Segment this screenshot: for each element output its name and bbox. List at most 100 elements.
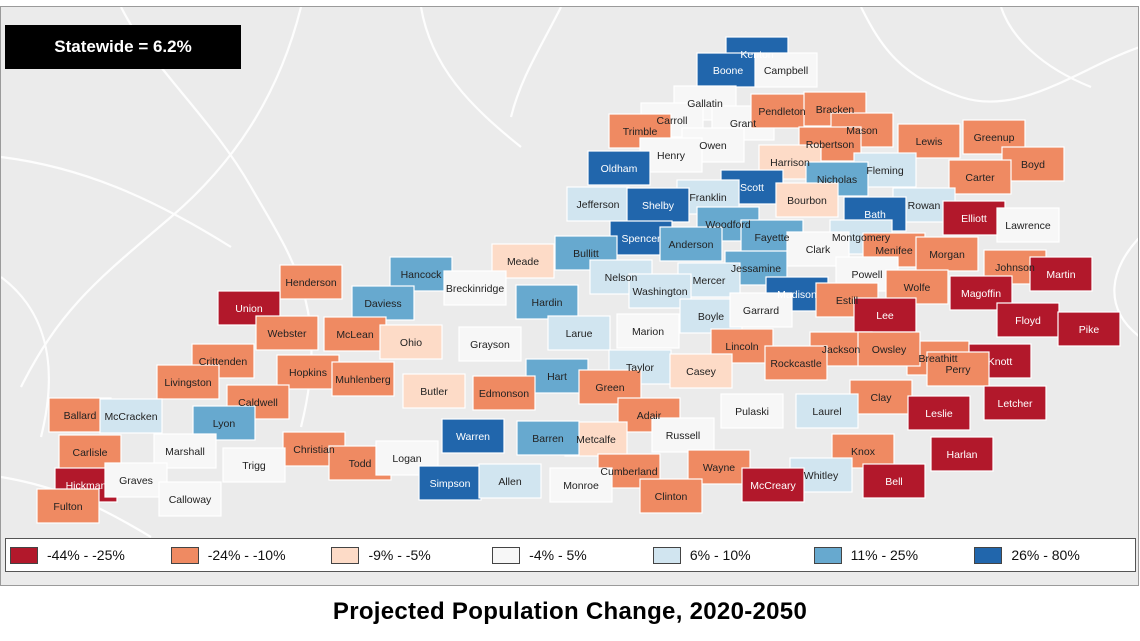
county-label-franklin: Franklin	[689, 192, 727, 204]
county-label-martin: Martin	[1046, 269, 1075, 281]
county-shape-mccreary	[741, 467, 805, 503]
legend-swatch	[10, 546, 38, 564]
county-label-fleming: Fleming	[866, 165, 904, 177]
county-label-green: Green	[595, 382, 624, 394]
county-shape-henderson	[279, 264, 343, 300]
county-shape-lawrence	[996, 207, 1060, 243]
legend: -44% - -25% -24% - -10% -9% - -5% -4% - 5% 6…	[5, 538, 1136, 572]
county-shape-shelby	[626, 187, 690, 223]
county-label-edmonson: Edmonson	[479, 388, 529, 400]
legend-label: -44% - -25%	[47, 547, 125, 563]
county-label-crittenden: Crittenden	[199, 356, 248, 368]
county-label-washington: Washington	[632, 286, 687, 298]
legend-item: 6% - 10%	[652, 546, 814, 564]
statewide-badge: Statewide = 6.2%	[5, 25, 241, 69]
county-label-daviess: Daviess	[364, 298, 401, 310]
county-label-barren: Barren	[532, 433, 564, 445]
county-label-nelson: Nelson	[605, 272, 638, 284]
county-shape-campbell	[754, 52, 818, 88]
county-label-leslie: Leslie	[925, 408, 953, 420]
county-shape-mclean	[323, 316, 387, 352]
county-label-owsley: Owsley	[872, 344, 907, 356]
legend-item: -9% - -5%	[331, 546, 492, 564]
map-title: Projected Population Change, 2020-2050	[332, 598, 808, 625]
county-label-jackson: Jackson	[822, 344, 861, 356]
county-label-scott: Scott	[740, 182, 764, 194]
county-shape-leslie	[907, 395, 971, 431]
county-label-estill: Estill	[836, 295, 858, 307]
county-label-livingston: Livingston	[164, 377, 211, 389]
county-label-fulton: Fulton	[53, 501, 82, 513]
county-label-caldwell: Caldwell	[238, 397, 278, 409]
county-label-adair: Adair	[637, 410, 662, 422]
county-label-taylor: Taylor	[626, 362, 655, 374]
county-label-casey: Casey	[686, 366, 717, 378]
county-label-lawrence: Lawrence	[1005, 220, 1051, 232]
county-shape-laurel	[795, 393, 859, 429]
county-label-pendleton: Pendleton	[758, 106, 805, 118]
county-label-mclean: McLean	[336, 329, 374, 341]
county-label-owen: Owen	[699, 140, 727, 152]
county-label-perry: Perry	[945, 364, 971, 376]
county-label-harrison: Harrison	[770, 157, 810, 169]
legend-label: -9% - -5%	[368, 547, 431, 563]
county-label-christian: Christian	[293, 444, 335, 456]
county-label-letcher: Letcher	[997, 398, 1033, 410]
legend-label: -4% - 5%	[529, 547, 587, 563]
legend-item: -44% - -25%	[10, 546, 171, 564]
county-label-powell: Powell	[852, 269, 883, 281]
county-label-allen: Allen	[498, 476, 522, 488]
county-label-mason: Mason	[846, 125, 878, 137]
county-shape-trigg	[222, 447, 286, 483]
county-label-todd: Todd	[349, 458, 372, 470]
county-label-robertson: Robertson	[806, 139, 855, 151]
county-shape-hart	[525, 358, 589, 394]
county-label-marion: Marion	[632, 326, 664, 338]
county-label-wolfe: Wolfe	[904, 282, 931, 294]
county-label-clinton: Clinton	[655, 491, 688, 503]
county-shape-floyd	[996, 302, 1060, 338]
county-label-menifee: Menifee	[875, 245, 913, 257]
county-label-webster: Webster	[268, 328, 307, 340]
county-label-elliott: Elliott	[961, 213, 987, 225]
legend-label: 11% - 25%	[850, 547, 919, 563]
county-label-lyon: Lyon	[213, 418, 236, 430]
county-shape-pike	[1057, 311, 1121, 347]
county-label-pulaski: Pulaski	[735, 406, 769, 418]
county-label-laurel: Laurel	[812, 406, 841, 418]
county-shape-pendleton	[750, 93, 814, 129]
county-label-union: Union	[235, 303, 263, 315]
county-label-henderson: Henderson	[285, 277, 337, 289]
county-shape-clark	[786, 231, 850, 267]
legend-swatch	[974, 546, 1003, 564]
county-label-graves: Graves	[119, 475, 153, 487]
county-label-wayne: Wayne	[703, 462, 735, 474]
county-label-rowan: Rowan	[908, 200, 941, 212]
county-shape-ohio	[379, 324, 443, 360]
legend-item: 11% - 25%	[813, 546, 975, 564]
county-shape-lewis	[897, 123, 961, 159]
county-shape-webster	[255, 315, 319, 351]
county-shape-hopkins	[276, 354, 340, 390]
county-label-pike: Pike	[1079, 324, 1100, 336]
county-label-simpson: Simpson	[430, 478, 471, 490]
county-label-nicholas: Nicholas	[817, 174, 857, 186]
county-shape-warren	[441, 418, 505, 454]
county-shape-monroe	[549, 467, 613, 503]
legend-item: -24% - -10%	[170, 546, 332, 564]
county-label-whitley: Whitley	[804, 470, 839, 482]
county-label-greenup: Greenup	[974, 132, 1015, 144]
county-shape-livingston	[156, 364, 220, 400]
county-label-marshall: Marshall	[165, 446, 205, 458]
county-label-trimble: Trimble	[623, 126, 658, 138]
county-label-henry: Henry	[657, 150, 686, 162]
county-label-bullitt: Bullitt	[573, 248, 599, 260]
county-label-warren: Warren	[456, 431, 490, 443]
county-label-carlisle: Carlisle	[72, 447, 107, 459]
county-label-knox: Knox	[851, 446, 876, 458]
county-label-muhlenberg: Muhlenberg	[335, 374, 391, 386]
county-label-bell: Bell	[885, 476, 903, 488]
county-shape-oldham	[587, 150, 651, 186]
